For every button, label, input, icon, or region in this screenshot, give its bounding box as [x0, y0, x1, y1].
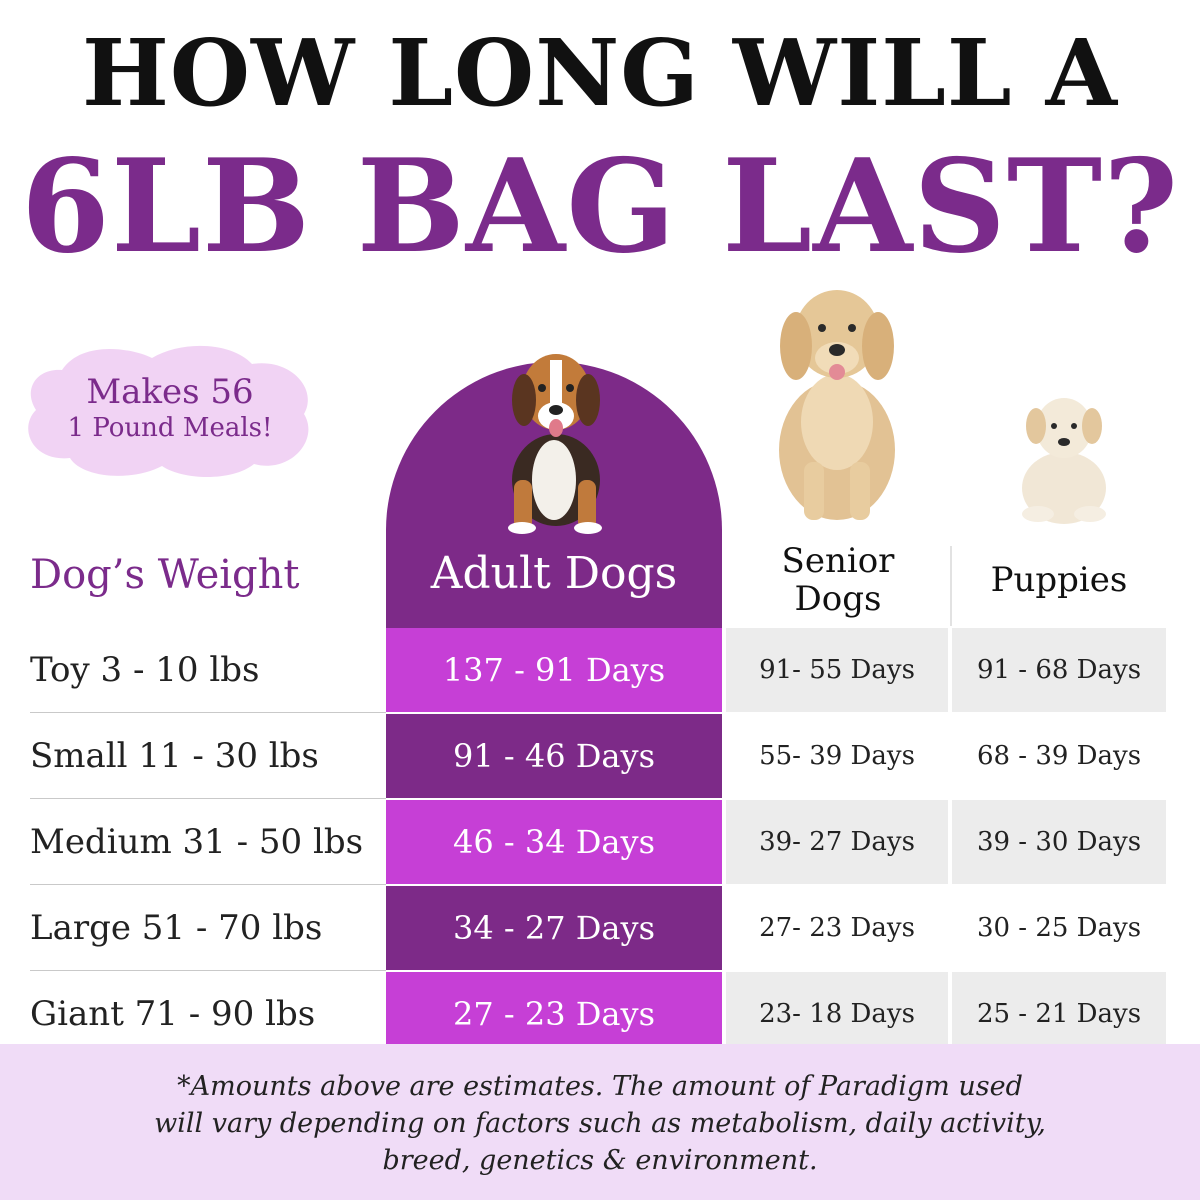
badge-line-2: 1 Pound Meals!	[67, 413, 273, 443]
weight-cell: Toy 3 - 10 lbs	[30, 628, 386, 713]
weight-cell: Medium 31 - 50 lbs	[30, 800, 386, 885]
header-puppies: Puppies	[990, 560, 1128, 600]
puppy-days-cell: 68 - 39 Days	[952, 714, 1166, 798]
table-row: Large 51 - 70 lbs 34 - 27 Days 27- 23 Da…	[30, 886, 1166, 971]
weight-cell: Large 51 - 70 lbs	[30, 886, 386, 971]
beagle-dog-icon	[508, 354, 602, 534]
table-row: Giant 71 - 90 lbs 27 - 23 Days 23- 18 Da…	[30, 972, 1166, 1056]
header-dog-weight: Dog’s Weight	[30, 552, 300, 598]
footnote-line-1: *Amounts above are estimates. The amount…	[177, 1071, 1023, 1102]
adult-days-cell: 46 - 34 Days	[386, 800, 722, 884]
adult-days-cell: 137 - 91 Days	[386, 628, 722, 712]
header-senior-line-2: Dogs	[794, 579, 882, 619]
puppy-dog-icon	[1022, 398, 1106, 524]
adult-days-cell: 91 - 46 Days	[386, 714, 722, 798]
senior-days-cell: 39- 27 Days	[726, 800, 948, 884]
senior-days-cell: 23- 18 Days	[726, 972, 948, 1056]
table-row: Toy 3 - 10 lbs 137 - 91 Days 91- 55 Days…	[30, 628, 1166, 713]
puppy-days-cell: 91 - 68 Days	[952, 628, 1166, 712]
header-divider	[950, 546, 952, 626]
table-row: Medium 31 - 50 lbs 46 - 34 Days 39- 27 D…	[30, 800, 1166, 885]
puppy-days-cell: 30 - 25 Days	[952, 886, 1166, 970]
senior-days-cell: 91- 55 Days	[726, 628, 948, 712]
weight-cell: Small 11 - 30 lbs	[30, 714, 386, 799]
title-line-2: 6LB BAG LAST?	[20, 132, 1180, 282]
header-adult-dogs: Adult Dogs	[430, 548, 678, 599]
footnote: *Amounts above are estimates. The amount…	[0, 1068, 1200, 1179]
table-row: Small 11 - 30 lbs 91 - 46 Days 55- 39 Da…	[30, 714, 1166, 799]
badge-text: Makes 56 1 Pound Meals!	[22, 372, 318, 444]
feeding-table: Toy 3 - 10 lbs 137 - 91 Days 91- 55 Days…	[30, 628, 1166, 1056]
golden-retriever-dog-icon	[779, 290, 895, 520]
title-line-1: HOW LONG WILL A	[81, 19, 1119, 127]
header-senior-line-1: Senior	[781, 541, 895, 581]
puppy-days-cell: 25 - 21 Days	[952, 972, 1166, 1056]
footnote-band	[0, 1044, 1200, 1200]
footnote-line-2: will vary depending on factors such as m…	[154, 1108, 1046, 1139]
weight-cell: Giant 71 - 90 lbs	[30, 994, 316, 1034]
senior-days-cell: 27- 23 Days	[726, 886, 948, 970]
badge-blob	[28, 345, 309, 477]
adult-days-cell: 27 - 23 Days	[386, 972, 722, 1056]
badge-line-1: Makes 56	[86, 372, 254, 412]
puppy-days-cell: 39 - 30 Days	[952, 800, 1166, 884]
senior-days-cell: 55- 39 Days	[726, 714, 948, 798]
header-senior-dogs: Senior Dogs	[726, 542, 950, 618]
adult-days-cell: 34 - 27 Days	[386, 886, 722, 970]
footnote-line-3: breed, genetics & environment.	[382, 1145, 818, 1176]
